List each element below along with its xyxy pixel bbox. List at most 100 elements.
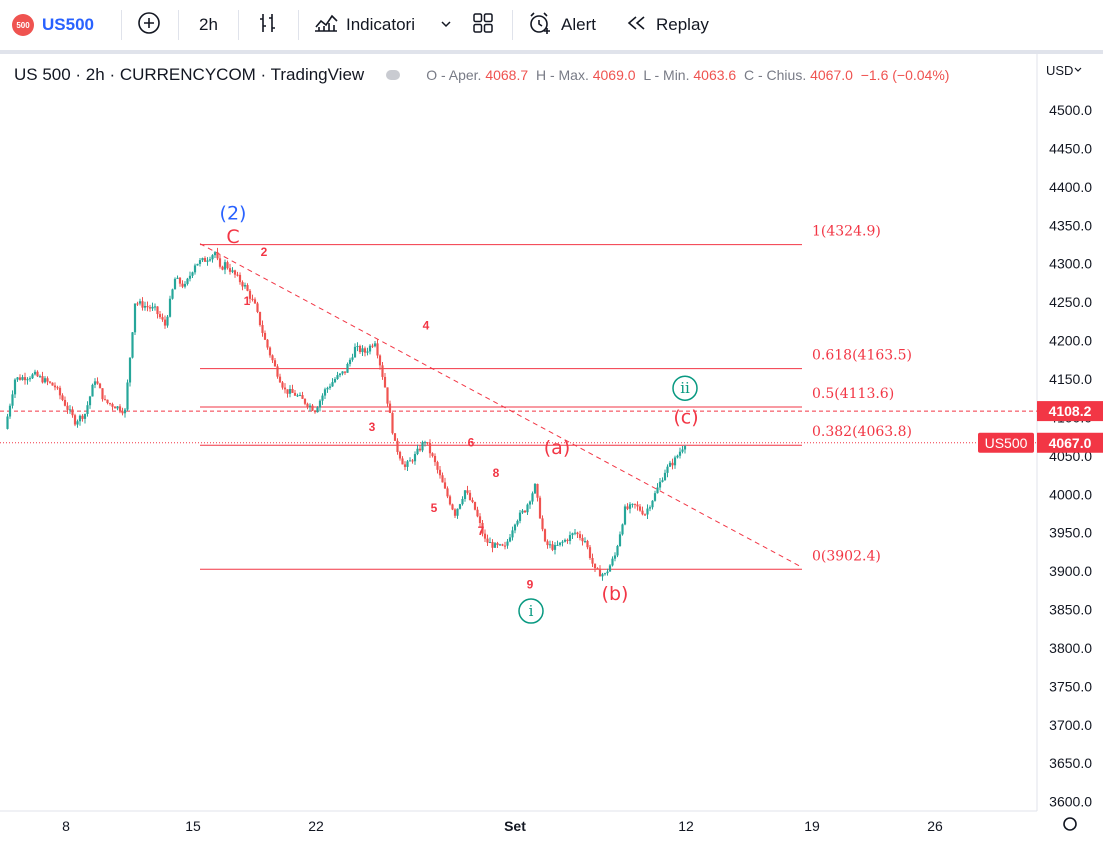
candle-body [63, 399, 67, 406]
candle-body [208, 259, 212, 261]
y-tick-label: 4450.0 [1049, 140, 1092, 156]
candle-body [473, 501, 477, 510]
candle-body [463, 490, 467, 499]
candle-body [548, 544, 552, 546]
layout-button[interactable] [471, 0, 495, 50]
candle-body [558, 542, 562, 545]
indicators-dropdown[interactable] [440, 0, 452, 50]
candle-body [661, 480, 664, 482]
candle-body [636, 504, 639, 507]
candle-body [213, 252, 217, 256]
last-price-tag-bg [1037, 432, 1103, 453]
layout-icon [471, 11, 495, 40]
bar-style-icon [256, 11, 280, 40]
add-symbol-icon [136, 10, 162, 41]
candle-body [148, 307, 152, 309]
candle-body [256, 303, 259, 312]
candle-body [118, 406, 122, 412]
candle-body [563, 539, 567, 542]
candle-body [58, 387, 62, 396]
toolbar-divider [298, 10, 299, 40]
candle-body [493, 543, 497, 548]
alert-button[interactable]: Alert [527, 0, 596, 50]
candle-body [651, 500, 654, 508]
candle-body [191, 272, 194, 276]
candle-body [581, 537, 584, 542]
candle-body [498, 544, 502, 546]
wave-label: C [226, 226, 239, 248]
candle-body [568, 535, 572, 541]
candle-body [611, 558, 614, 566]
compare-button[interactable] [136, 0, 162, 50]
candle-body [176, 277, 179, 279]
candle-body [416, 448, 419, 455]
candle-body [566, 539, 569, 541]
candle-body [231, 270, 234, 272]
candle-body [668, 462, 672, 467]
candle-body [318, 400, 322, 408]
candle-body [428, 443, 432, 454]
candle-body [66, 405, 69, 410]
candle-body [413, 454, 417, 462]
y-tick-label: 4200.0 [1049, 333, 1092, 349]
candle-body [381, 365, 384, 377]
indicators-button[interactable]: Indicatori [313, 0, 415, 50]
candle-body [221, 266, 224, 270]
candle-body [583, 541, 587, 543]
toolbar-divider [238, 10, 239, 40]
candle-body [393, 433, 397, 441]
candle-body [328, 386, 332, 388]
candle-body [591, 557, 594, 564]
candle-body [196, 263, 199, 266]
candle-body [588, 547, 592, 558]
candle-body [8, 405, 12, 417]
candle-body [238, 274, 242, 283]
candle-body [373, 343, 377, 347]
candle-body [546, 541, 549, 546]
candle-body [73, 415, 77, 425]
x-tick-label: 26 [927, 818, 943, 834]
interval-button[interactable]: 2h [199, 0, 218, 50]
candle-body [561, 541, 564, 543]
replay-button[interactable]: Replay [625, 0, 709, 50]
candle-body [401, 458, 404, 465]
candle-body [263, 332, 267, 340]
candle-body [248, 290, 252, 299]
candle-body [151, 306, 154, 309]
low-label: L - Min. [643, 67, 690, 83]
candle-body [153, 306, 157, 308]
candle-body [121, 411, 124, 414]
price-chart[interactable]: 4500.0 4450.0 4400.0 4350.0 4300.0 4250.0 4200… [0, 54, 1103, 851]
candle-body [98, 383, 102, 389]
candle-body [538, 497, 542, 519]
candle-body [28, 378, 32, 380]
currency-label: USD [1046, 63, 1073, 78]
candle-body [371, 345, 374, 347]
gear-icon[interactable] [1063, 817, 1077, 831]
candle-body [576, 532, 579, 535]
candle-body [343, 371, 347, 373]
wave-label: (c) [673, 406, 698, 428]
candle-body [508, 537, 512, 542]
candle-body [418, 448, 422, 451]
visibility-icon[interactable] [386, 70, 401, 80]
chart-style-button[interactable] [256, 0, 280, 50]
candle-body [126, 382, 129, 410]
candle-body [193, 265, 197, 273]
candle-body [411, 460, 414, 462]
candle-body [368, 345, 372, 352]
y-tick-label: 3600.0 [1049, 794, 1092, 810]
candle-body [316, 407, 319, 413]
candle-body [653, 493, 657, 501]
candle-body [123, 409, 127, 414]
candle-body [631, 503, 634, 505]
symbol-search[interactable]: 500 US500 [12, 0, 94, 50]
candle-body [391, 412, 394, 434]
wave-label: (a) [544, 437, 570, 459]
candle-body [101, 388, 104, 400]
y-tick-label: 3900.0 [1049, 563, 1092, 579]
candle-body [163, 319, 167, 326]
candle-body [468, 492, 472, 501]
candle-body [603, 573, 607, 575]
chevron-down-icon[interactable] [1074, 67, 1082, 72]
